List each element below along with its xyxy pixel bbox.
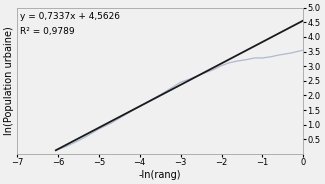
- Text: R² = 0,9789: R² = 0,9789: [20, 27, 75, 36]
- Text: y = 0,7337x + 4,5626: y = 0,7337x + 4,5626: [20, 12, 120, 21]
- X-axis label: -ln(rang): -ln(rang): [139, 170, 181, 180]
- Y-axis label: ln(Population urbaine): ln(Population urbaine): [4, 26, 14, 135]
